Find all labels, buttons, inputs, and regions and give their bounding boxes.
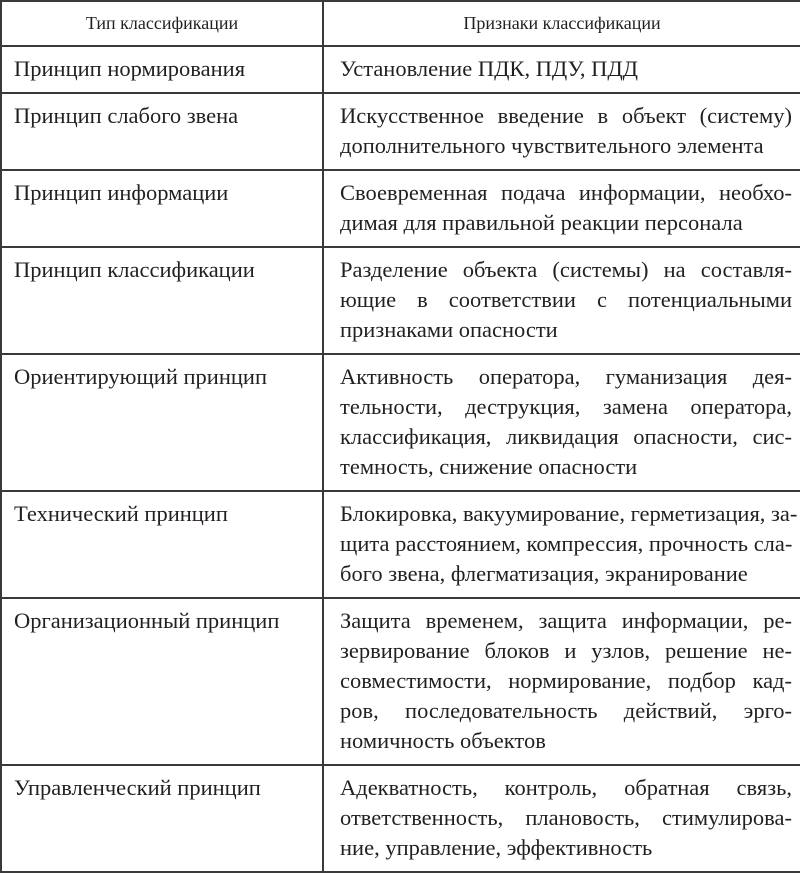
table-row: Принцип информации Своевременная подача и… [0, 169, 800, 248]
table-row: Технический принцип Блокировка, вакуумиро… [0, 490, 800, 599]
table-row: Управленческий принцип Адекватность, конт… [0, 764, 800, 873]
table-row: Принцип слабого звена Искусственное введе… [0, 92, 800, 171]
feature-line: щита расстоянием, компрессия, прочность … [340, 531, 793, 556]
header-row: Тип классификации Признаки классификации [0, 0, 800, 47]
cell-features: Блокировка, вакуумирование, герметизация… [322, 490, 800, 599]
feature-line: темность, снижение опасности [340, 454, 638, 479]
header-features: Признаки классификации [322, 0, 800, 47]
cell-type: Организационный принцип [0, 597, 324, 766]
cell-type: Технический принцип [0, 490, 324, 599]
feature-line: Разделение объекта (системы) на составля… [340, 257, 792, 282]
feature-line: ров, последовательность действий, эрго- [340, 698, 792, 723]
feature-line: Активность оператора, гуманизация дея- [340, 364, 792, 389]
table-row: Принцип нормирования Установление ПДК, ПД… [0, 45, 800, 94]
cell-features: Защита временем, защита информации, ре-з… [322, 597, 800, 766]
feature-line: Адекватность, контроль, обратная связь, [340, 775, 792, 800]
feature-line: совместимости, нормирование, подбор кад- [340, 668, 792, 693]
table-row: Организационный принцип Защита временем, … [0, 597, 800, 766]
feature-line: Защита временем, защита информации, ре- [340, 608, 792, 633]
cell-features: Своевременная подача информации, необхо-… [322, 169, 800, 248]
feature-line: дополнительного чувствительного элемента [340, 133, 764, 158]
table-body: Принцип нормирования Установление ПДК, ПД… [0, 45, 800, 873]
cell-type: Принцип информации [0, 169, 324, 248]
table-row: Ориентирующий принцип Активность оператор… [0, 353, 800, 492]
cell-features: Искусственное введение в объект (систему… [322, 92, 800, 171]
feature-line: Своевременная подача информации, необхо- [340, 180, 792, 205]
cell-features: Разделение объекта (системы) на составля… [322, 246, 800, 355]
feature-line: ответственность, плановость, стимулирова… [340, 805, 792, 830]
feature-line: Установление ПДК, ПДУ, ПДД [340, 56, 639, 81]
feature-line: зервирование блоков и узлов, решение не- [340, 638, 792, 663]
feature-line: тельности, деструкция, замена оператора, [340, 394, 792, 419]
cell-type: Ориентирующий принцип [0, 353, 324, 492]
cell-type: Принцип классификации [0, 246, 324, 355]
feature-line: ющие в соответствии с потенциальными [340, 287, 792, 312]
feature-line: классификация, ликвидация опасности, сис… [340, 424, 792, 449]
feature-line: Блокировка, вакуумирование, герметизация… [340, 501, 798, 526]
table-row: Принцип классификации Разделение объекта … [0, 246, 800, 355]
feature-line: номичность объектов [340, 728, 546, 753]
cell-type: Принцип нормирования [0, 45, 324, 94]
cell-features: Активность оператора, гуманизация дея-те… [322, 353, 800, 492]
feature-line: бого звена, флегматизация, экранирование [340, 561, 748, 586]
feature-line: димая для правильной реакции персонала [340, 210, 743, 235]
cell-features: Установление ПДК, ПДУ, ПДД [322, 45, 800, 94]
cell-features: Адекватность, контроль, обратная связь, о… [322, 764, 800, 873]
cell-type: Управленческий принцип [0, 764, 324, 873]
feature-line: Искусственное введение в объект (систему… [340, 103, 792, 128]
feature-line: ние, управление, эффективность [340, 835, 653, 860]
feature-line: признаками опасности [340, 317, 558, 342]
header-type: Тип классификации [0, 0, 324, 47]
cell-type: Принцип слабого звена [0, 92, 324, 171]
